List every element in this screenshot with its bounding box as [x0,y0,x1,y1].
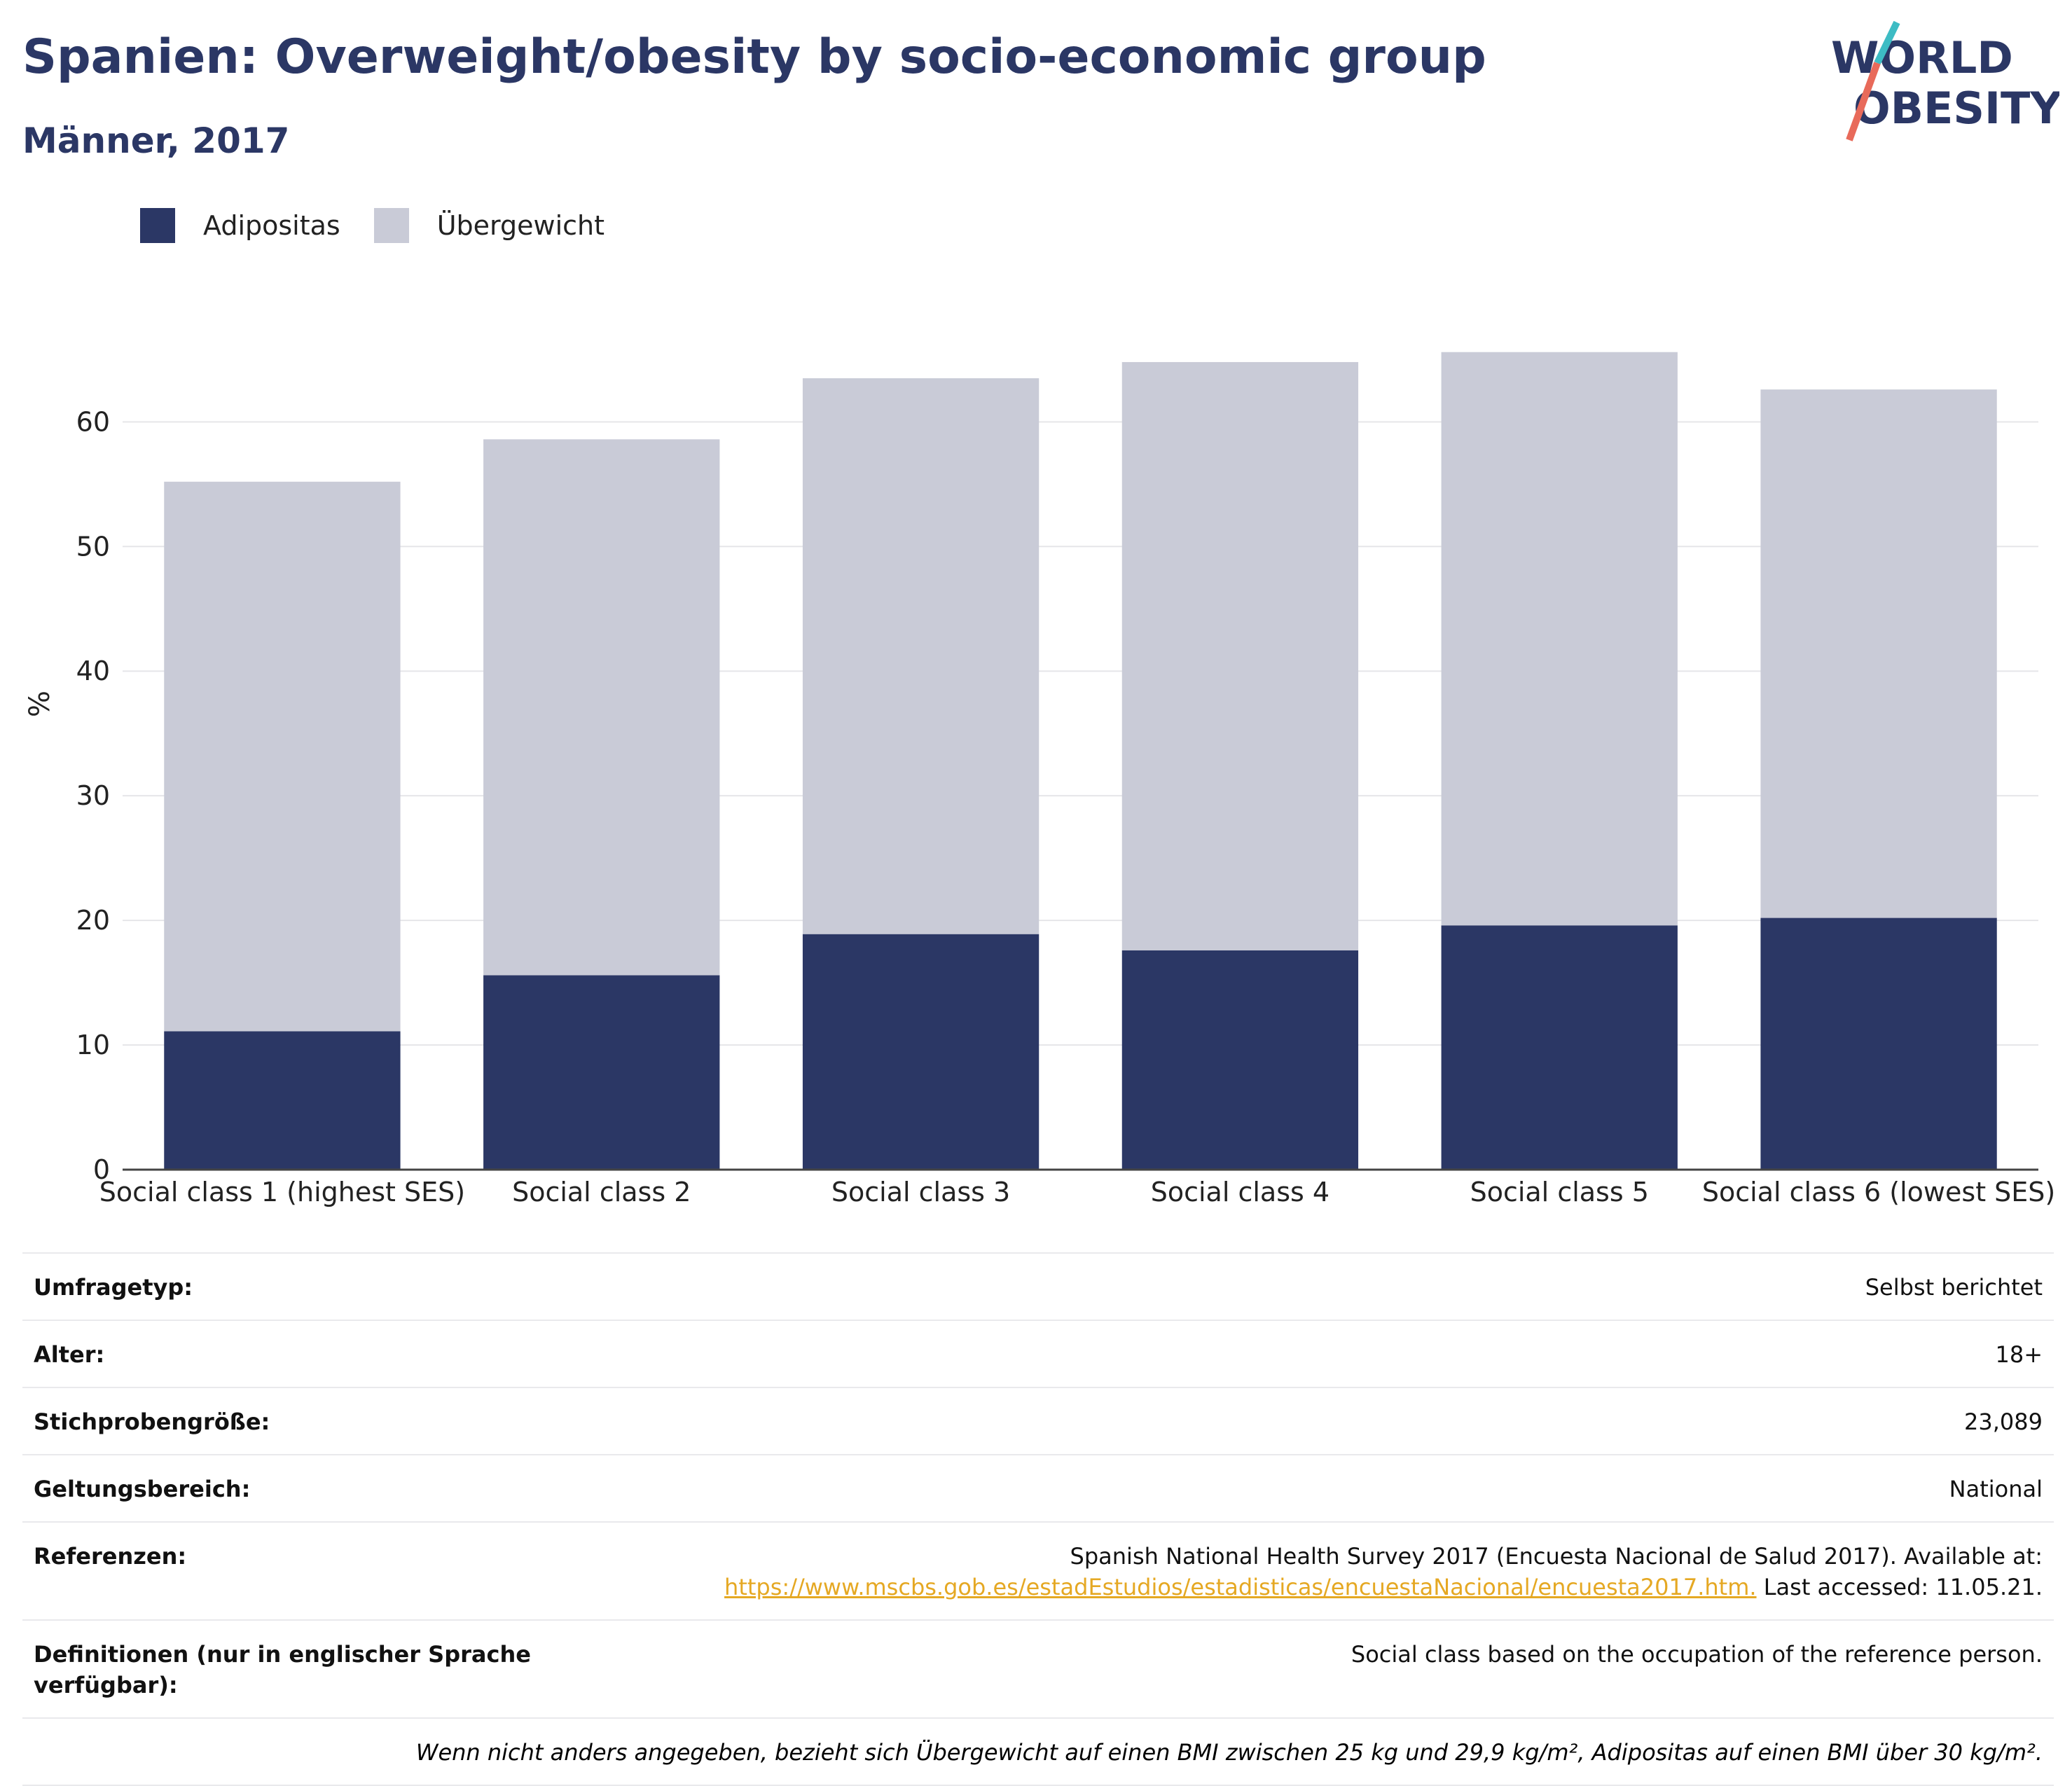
legend-label-overweight: Übergewicht [436,210,605,241]
stacked-bar-chart: 0 10 20 30 40 50 60% Social class 1 (highest SE… [24,352,2055,1207]
x-tick-label: Social class 3 [831,1177,1010,1207]
meta-value: National [1949,1476,2043,1502]
x-tick-label: Social class 4 [1151,1177,1329,1207]
bar-overweight [483,439,720,976]
meta-label: Alter: [34,1341,105,1368]
meta-row-sample-size: Stichprobengröße: 23,089 [22,1387,2054,1454]
references-accessed: Last accessed: 11.05.21. [1756,1574,2043,1600]
meta-label: Stichprobengröße: [34,1408,270,1435]
legend-item-obesity[interactable]: Adipositas [140,208,340,243]
meta-label: Umfragetyp: [34,1274,193,1301]
bar-overweight [164,481,401,1032]
meta-value: 23,089 [1964,1408,2043,1435]
footnote: Wenn nicht anders angegeben, bezieht sic… [415,1739,2043,1766]
bar-overweight [1760,389,1997,918]
references-text: Spanish National Health Survey 2017 (Enc… [1070,1543,2043,1570]
meta-row-footnote: Wenn nicht anders angegeben, bezieht sic… [22,1717,2054,1786]
y-tick-label: 60 [76,406,110,437]
references-link[interactable]: https://www.mscbs.gob.es/estadEstudios/e… [724,1574,1757,1600]
y-tick-label: 40 [76,656,110,686]
bar-overweight [802,378,1040,934]
meta-label: Definitionen (nur in englischer Sprache … [34,1641,531,1698]
y-tick-label: 0 [93,1154,110,1185]
metadata-table: Umfragetyp: Selbst berichtet Alter: 18+ … [22,1252,2054,1786]
legend: Adipositas Übergewicht [140,205,638,247]
meta-row-definitions: Definitionen (nur in englischer Sprache … [22,1619,2054,1717]
x-tick-label: Social class 1 (highest SES) [99,1177,465,1207]
meta-row-age: Alter: 18+ [22,1320,2054,1387]
meta-value: Social class based on the occupation of … [1351,1641,2043,1668]
legend-swatch-obesity [140,208,175,243]
chart-subtitle: Männer, 2017 [22,120,290,161]
meta-value: Selbst berichtet [1865,1274,2043,1301]
legend-swatch-overweight [373,208,409,243]
legend-label-obesity: Adipositas [203,210,340,241]
bar-obesity [164,1031,401,1170]
logo-line1: WORLD [1831,32,2013,83]
y-tick-label: 10 [76,1030,110,1060]
x-tick-label: Social class 6 (lowest SES) [1702,1177,2055,1207]
logo-coral-slash [1846,62,1881,141]
y-axis-label: % [24,691,56,717]
bar-obesity [1121,950,1359,1170]
meta-value: 18+ [1995,1341,2043,1368]
bar-obesity [1441,925,1678,1170]
logo-line2: OBESITY [1853,83,2059,134]
bar-overweight [1441,352,1678,926]
x-tick-label: Social class 5 [1470,1177,1649,1207]
meta-label: Geltungsbereich: [34,1476,251,1502]
meta-row-survey-type: Umfragetyp: Selbst berichtet [22,1252,2054,1320]
bar-overweight [1121,361,1359,950]
logo-teal-slash [1874,21,1900,65]
y-tick-label: 30 [76,780,110,811]
chart-title: Spanien: Overweight/obesity by socio-eco… [22,29,1486,85]
y-tick-label: 50 [76,531,110,562]
bar-obesity [1760,918,1997,1170]
bar-obesity [802,934,1040,1170]
meta-label: Referenzen: [34,1543,187,1570]
bar-obesity [483,975,720,1170]
x-tick-label: Social class 2 [512,1177,691,1207]
meta-value-references: Spanish National Health Survey 2017 (Enc… [724,1541,2043,1602]
y-tick-label: 20 [76,905,110,936]
world-obesity-logo: WORLD OBESITY [1831,21,2059,141]
legend-item-overweight[interactable]: Übergewicht [373,208,605,243]
meta-row-references: Referenzen: Spanish National Health Surv… [22,1521,2054,1619]
meta-row-scope: Geltungsbereich: National [22,1454,2054,1521]
